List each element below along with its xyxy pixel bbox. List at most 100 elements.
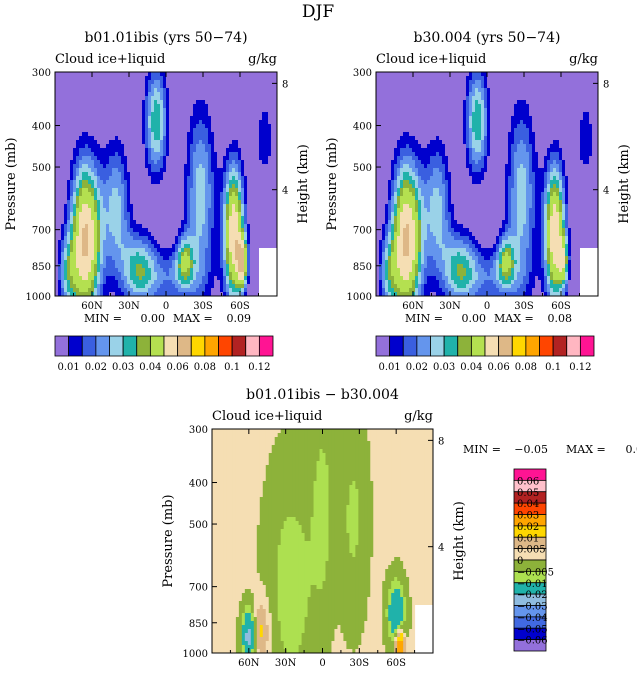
contour-cell [562,92,566,97]
contour-cell [205,124,209,129]
contour-cell [157,152,161,157]
contour-cell [430,76,434,81]
contour-cell [247,256,251,261]
contour-cell [229,148,233,153]
contour-cell [169,144,173,149]
contour-cell [142,188,146,193]
contour-cell [145,108,149,113]
contour-cell [496,72,500,77]
contour-cell [253,188,257,193]
contour-cell [130,244,134,249]
contour-cell [88,244,92,249]
contour-cell [178,236,182,241]
contour-cell [193,72,197,77]
contour-cell [160,236,164,241]
contour-cell [67,252,71,257]
contour-cell [202,280,206,285]
contour-cell [196,180,200,185]
contour-cell [67,268,71,273]
contour-cell [70,228,74,233]
contour-cell [208,124,212,129]
contour-cell [118,104,122,109]
contour-cell [259,268,263,273]
contour-cell [253,252,257,257]
contour-cell [265,172,269,177]
contour-cell [274,176,277,181]
contour-cell [220,236,224,241]
contour-cell [79,112,83,117]
contour-cell [226,108,230,113]
contour-cell [208,284,212,289]
contour-cell [97,268,101,273]
contour-cell [172,100,176,105]
contour-cell [127,180,131,185]
contour-cell [241,264,245,269]
contour-cell [259,288,263,293]
contour-cell [274,100,277,105]
contour-cell [187,124,191,129]
contour-cell [157,100,161,105]
contour-cell [148,204,152,209]
contour-cell [169,80,173,85]
contour-cell [214,80,218,85]
contour-cell [166,260,170,265]
contour-cell [160,240,164,245]
contour-cell [199,256,203,261]
contour-cell [217,192,221,197]
contour-cell [148,168,152,173]
contour-cell [556,84,560,89]
contour-cell [139,208,143,213]
contour-cell [145,200,149,205]
contour-cell [208,80,212,85]
contour-cell [76,144,80,149]
contour-cell [151,204,155,209]
contour-cell [100,80,104,85]
contour-cell [100,148,104,153]
contour-cell [271,128,275,133]
contour-cell [148,148,152,153]
contour-cell [184,184,188,189]
contour-cell [235,292,239,296]
contour-cell [241,120,245,125]
contour-cell [115,284,119,289]
contour-cell [85,92,89,97]
contour-cell [136,244,140,249]
contour-cell [238,272,242,277]
contour-cell [85,208,89,213]
contour-cell [214,156,218,161]
contour-cell [268,84,272,89]
contour-cell [142,216,146,221]
contour-cell [592,80,596,85]
contour-cell [160,260,164,265]
contour-cell [232,236,236,241]
contour-cell [250,84,254,89]
contour-cell [79,136,83,141]
contour-cell [196,132,200,137]
contour-cell [274,172,277,177]
contour-cell [61,208,65,213]
contour-cell [94,280,98,285]
contour-cell [97,112,101,117]
contour-cell [490,88,494,93]
contour-cell [130,256,134,261]
contour-cell [82,216,86,221]
contour-cell [268,188,272,193]
contour-cell [115,236,119,241]
contour-cell [145,244,149,249]
contour-cell [238,288,242,293]
contour-cell [214,88,218,93]
contour-cell [124,116,128,121]
contour-cell [475,104,479,109]
contour-cell [97,160,101,165]
contour-cell [571,72,575,77]
contour-cell [100,168,104,173]
contour-cell [94,228,98,233]
contour-cell [172,276,176,281]
contour-cell [502,104,506,109]
contour-cell [139,180,143,185]
contour-cell [169,136,173,141]
contour-cell [211,76,215,81]
contour-cell [169,224,173,229]
contour-cell [79,160,83,165]
contour-cell [220,264,224,269]
